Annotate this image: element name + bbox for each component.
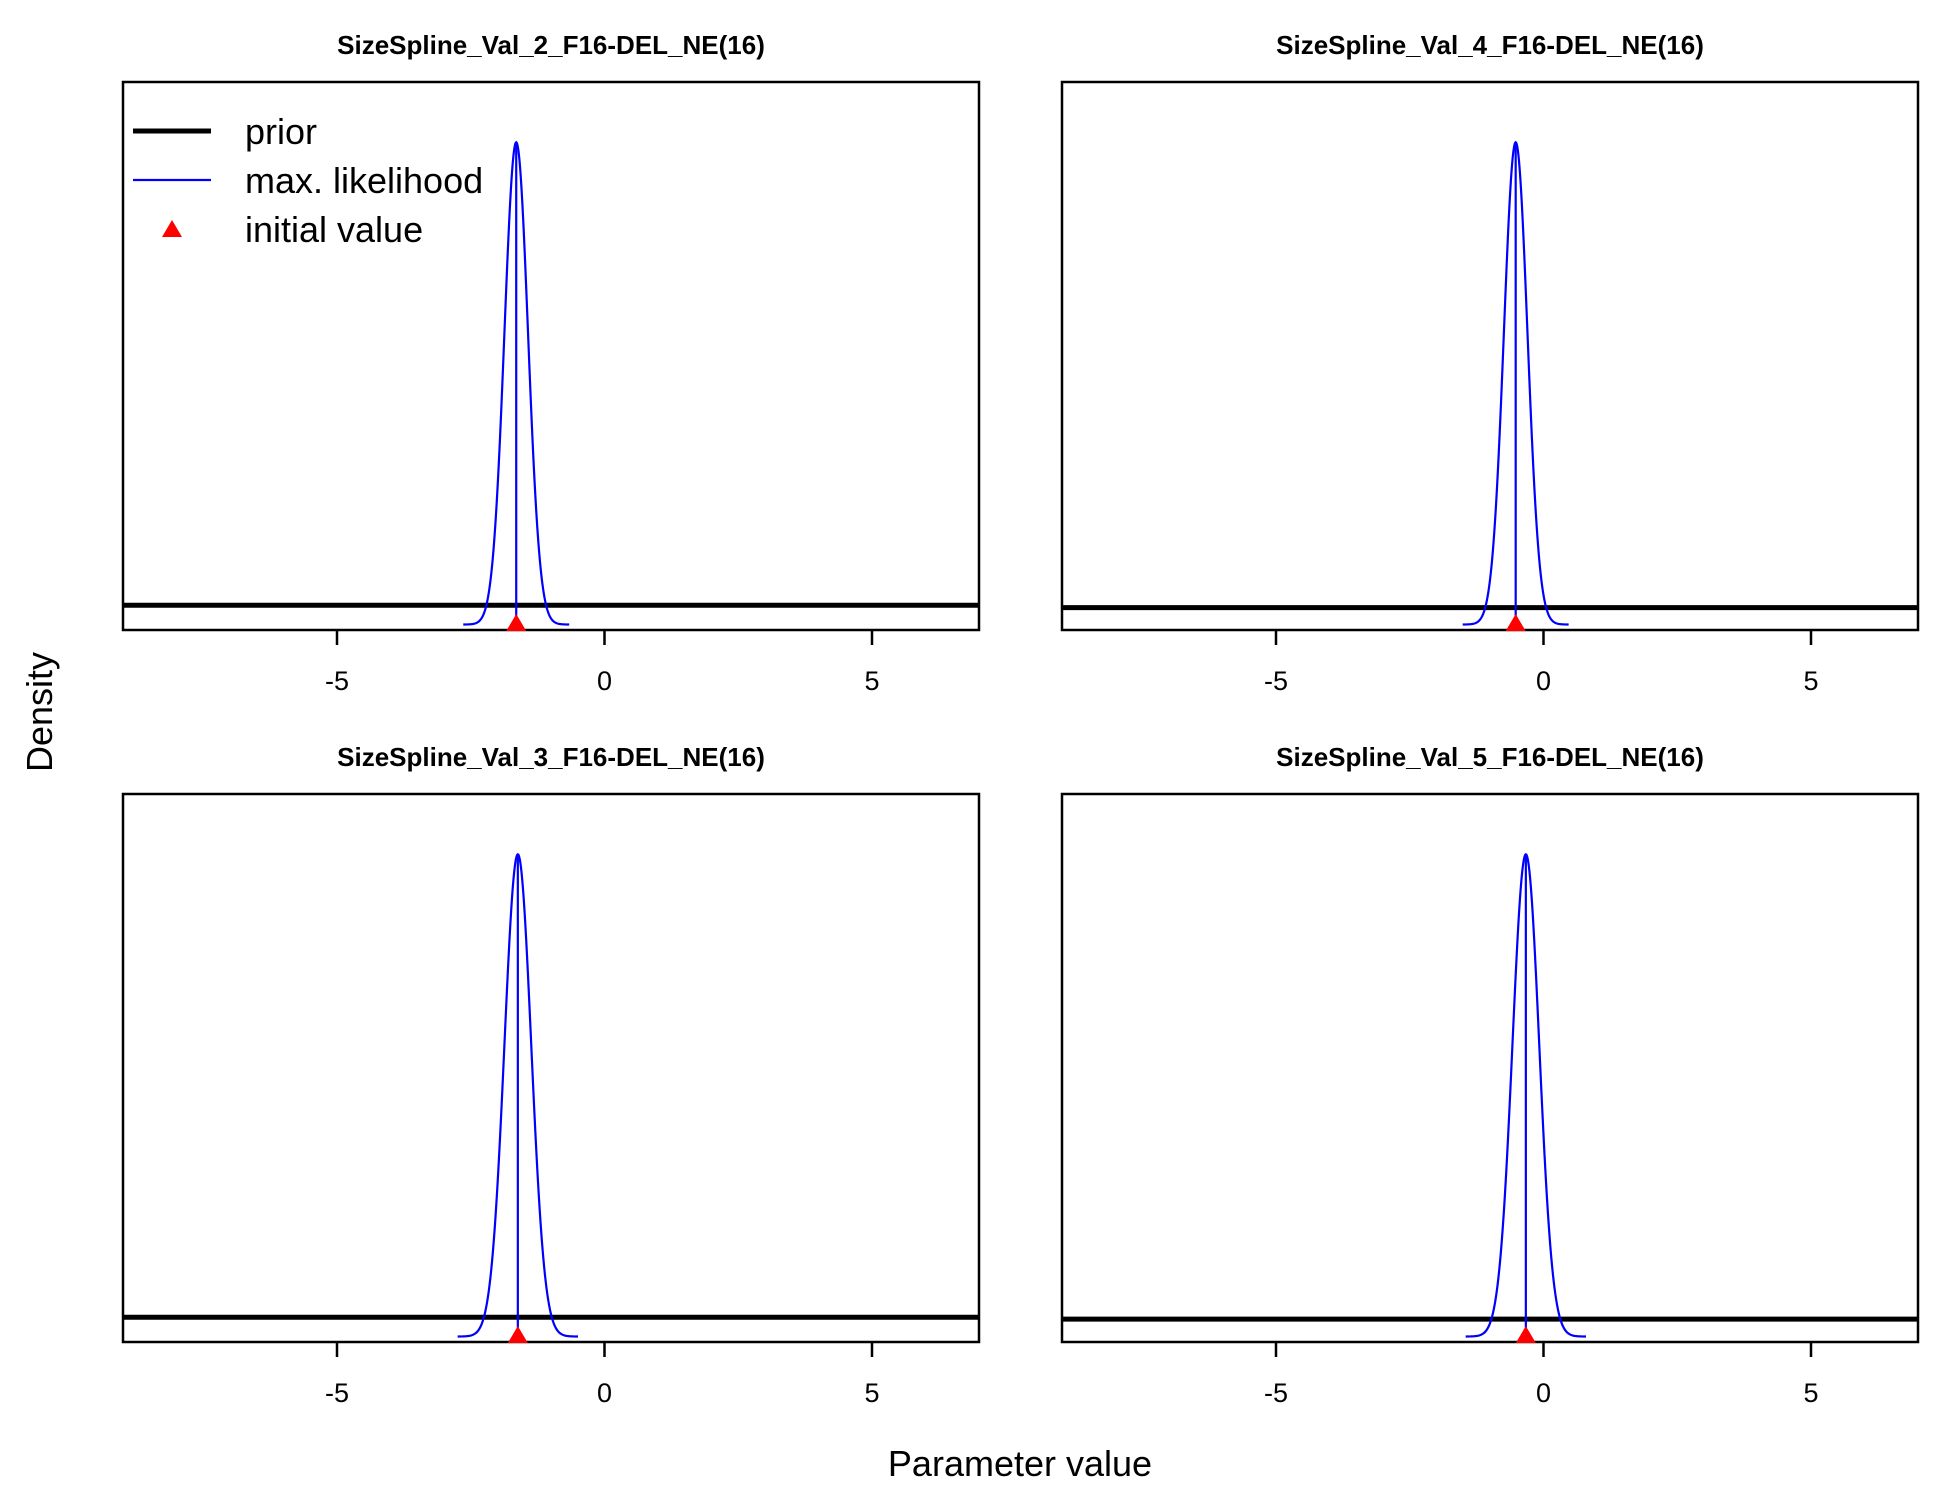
legend: prior max. likelihood initial value	[133, 111, 483, 250]
initial-value-marker	[507, 1326, 528, 1343]
x-tick-label: 5	[1803, 666, 1818, 696]
panels: SizeSpline_Val_2_F16-DEL_NE(16) -5 0 5 prior…	[121, 30, 1920, 1408]
panel-title: SizeSpline_Val_2_F16-DEL_NE(16)	[337, 30, 765, 60]
legend-label: initial value	[245, 209, 423, 250]
x-tick-label: 5	[864, 666, 879, 696]
legend-label: prior	[245, 111, 317, 152]
plot-frame	[1060, 792, 1920, 1344]
panel-3: SizeSpline_Val_3_F16-DEL_NE(16) -5 0 5	[121, 742, 981, 1408]
plot-frame	[1060, 80, 1920, 632]
legend-label: max. likelihood	[245, 160, 483, 201]
x-tick-label: -5	[1264, 1378, 1288, 1408]
panel-title: SizeSpline_Val_3_F16-DEL_NE(16)	[337, 742, 765, 772]
panel-1: SizeSpline_Val_2_F16-DEL_NE(16) -5 0 5 prior…	[121, 30, 981, 696]
legend-initial-swatch	[162, 220, 182, 237]
initial-value-marker	[1505, 614, 1526, 631]
initial-value-marker	[1515, 1326, 1536, 1343]
x-tick-label: -5	[325, 1378, 349, 1408]
x-tick-label: 0	[597, 1378, 612, 1408]
x-tick-label: -5	[325, 666, 349, 696]
plot-frame	[121, 80, 981, 632]
x-tick-label: 5	[864, 1378, 879, 1408]
y-axis-label: Density	[19, 652, 60, 772]
initial-value-marker	[506, 614, 527, 631]
panel-4: SizeSpline_Val_5_F16-DEL_NE(16) -5 0 5	[1060, 742, 1920, 1408]
x-tick-label: 5	[1803, 1378, 1818, 1408]
panel-title: SizeSpline_Val_5_F16-DEL_NE(16)	[1276, 742, 1704, 772]
x-tick-label: -5	[1264, 666, 1288, 696]
plot-frame	[121, 792, 981, 1344]
x-tick-label: 0	[1536, 1378, 1551, 1408]
x-axis-label: Parameter value	[888, 1443, 1152, 1484]
panel-2: SizeSpline_Val_4_F16-DEL_NE(16) -5 0 5	[1060, 30, 1920, 696]
panel-title: SizeSpline_Val_4_F16-DEL_NE(16)	[1276, 30, 1704, 60]
x-tick-label: 0	[1536, 666, 1551, 696]
x-tick-label: 0	[597, 666, 612, 696]
